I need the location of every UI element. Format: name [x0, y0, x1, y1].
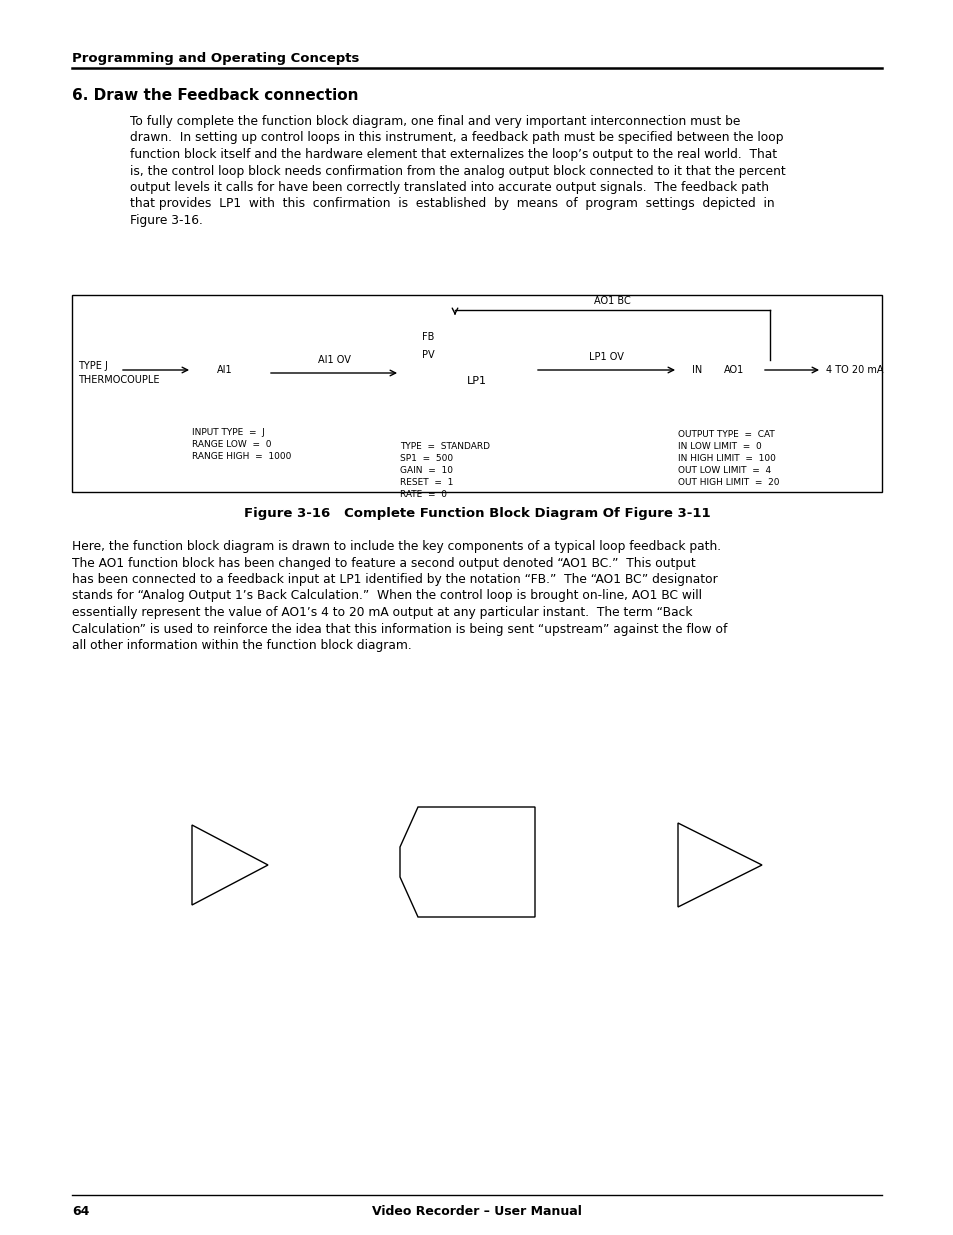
Text: To fully complete the function block diagram, one final and very important inter: To fully complete the function block dia… — [130, 115, 740, 128]
Text: FB: FB — [421, 332, 434, 342]
Text: AO1 BC: AO1 BC — [593, 296, 630, 306]
Text: that provides  LP1  with  this  confirmation  is  established  by  means  of  pr: that provides LP1 with this confirmation… — [130, 198, 774, 210]
Text: 64: 64 — [71, 1205, 90, 1218]
Text: RESET  =  1: RESET = 1 — [399, 478, 453, 487]
Text: drawn.  In setting up control loops in this instrument, a feedback path must be : drawn. In setting up control loops in th… — [130, 131, 782, 144]
Text: Figure 3-16.: Figure 3-16. — [130, 214, 203, 227]
Text: The AO1 function block has been changed to feature a second output denoted “AO1 : The AO1 function block has been changed … — [71, 557, 695, 569]
Text: OUT LOW LIMIT  =  4: OUT LOW LIMIT = 4 — [678, 466, 770, 475]
Text: TYPE J: TYPE J — [78, 361, 108, 370]
Text: RATE  =  0: RATE = 0 — [399, 490, 447, 499]
Text: PV: PV — [421, 350, 435, 359]
Text: all other information within the function block diagram.: all other information within the functio… — [71, 638, 412, 652]
Text: Here, the function block diagram is drawn to include the key components of a typ: Here, the function block diagram is draw… — [71, 540, 720, 553]
Text: AI1 OV: AI1 OV — [317, 354, 350, 366]
Text: Figure 3-16   Complete Function Block Diagram Of Figure 3-11: Figure 3-16 Complete Function Block Diag… — [243, 508, 710, 520]
Polygon shape — [192, 825, 268, 905]
Text: AO1: AO1 — [723, 366, 743, 375]
Text: essentially represent the value of AO1’s 4 to 20 mA output at any particular ins: essentially represent the value of AO1’s… — [71, 606, 692, 619]
Text: GAIN  =  10: GAIN = 10 — [399, 466, 453, 475]
Text: Calculation” is used to reinforce the idea that this information is being sent “: Calculation” is used to reinforce the id… — [71, 622, 726, 636]
Text: function block itself and the hardware element that externalizes the loop’s outp: function block itself and the hardware e… — [130, 148, 777, 161]
Text: IN: IN — [691, 366, 701, 375]
Text: Programming and Operating Concepts: Programming and Operating Concepts — [71, 52, 359, 65]
Text: THERMOCOUPLE: THERMOCOUPLE — [78, 375, 159, 385]
Text: has been connected to a feedback input at LP1 identified by the notation “FB.”  : has been connected to a feedback input a… — [71, 573, 717, 585]
Text: TYPE  =  STANDARD: TYPE = STANDARD — [399, 442, 490, 451]
Text: stands for “Analog Output 1’s Back Calculation.”  When the control loop is broug: stands for “Analog Output 1’s Back Calcu… — [71, 589, 701, 603]
Text: OUT HIGH LIMIT  =  20: OUT HIGH LIMIT = 20 — [678, 478, 779, 487]
Polygon shape — [399, 806, 535, 918]
Text: 4 TO 20 mA: 4 TO 20 mA — [825, 366, 882, 375]
Text: SP1  =  500: SP1 = 500 — [399, 454, 453, 463]
Text: RANGE LOW  =  0: RANGE LOW = 0 — [192, 440, 272, 450]
Text: INPUT TYPE  =  J: INPUT TYPE = J — [192, 429, 265, 437]
Text: 6. Draw the Feedback connection: 6. Draw the Feedback connection — [71, 88, 358, 103]
Text: IN LOW LIMIT  =  0: IN LOW LIMIT = 0 — [678, 442, 760, 451]
Polygon shape — [678, 823, 761, 906]
Text: OUTPUT TYPE  =  CAT: OUTPUT TYPE = CAT — [678, 430, 774, 438]
Text: LP1 OV: LP1 OV — [588, 352, 622, 362]
Text: output levels it calls for have been correctly translated into accurate output s: output levels it calls for have been cor… — [130, 182, 768, 194]
Text: is, the control loop block needs confirmation from the analog output block conne: is, the control loop block needs confirm… — [130, 164, 785, 178]
Bar — [71, 295, 882, 492]
Text: IN HIGH LIMIT  =  100: IN HIGH LIMIT = 100 — [678, 454, 775, 463]
Text: RANGE HIGH  =  1000: RANGE HIGH = 1000 — [192, 452, 291, 461]
Text: AI1: AI1 — [217, 366, 233, 375]
Text: Video Recorder – User Manual: Video Recorder – User Manual — [372, 1205, 581, 1218]
Text: LP1: LP1 — [467, 375, 486, 387]
